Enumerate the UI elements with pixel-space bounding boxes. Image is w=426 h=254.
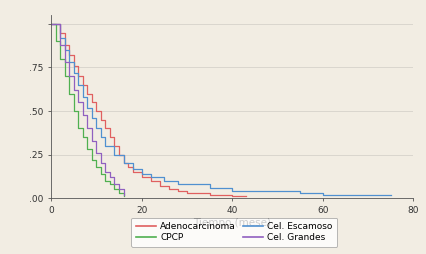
- X-axis label: Tiempo (mese): Tiempo (mese): [193, 217, 271, 228]
- Legend: Adenocarcinoma, CPCP, Cel. Escamoso, Cel. Grandes: Adenocarcinoma, CPCP, Cel. Escamoso, Cel…: [131, 218, 337, 247]
